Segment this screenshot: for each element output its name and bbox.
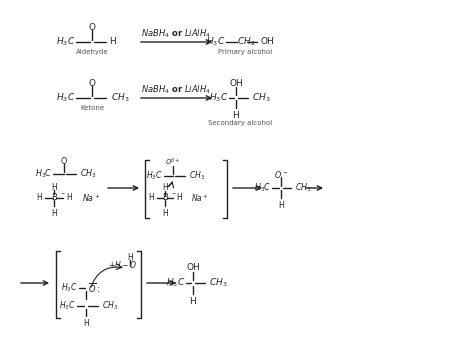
Text: $H_3C$: $H_3C$ [206, 36, 225, 48]
Text: $CH_3$: $CH_3$ [209, 277, 228, 289]
Text: $CH_3$: $CH_3$ [111, 92, 129, 104]
Text: OH: OH [229, 79, 243, 87]
Text: $+H-O$: $+H-O$ [108, 260, 137, 271]
Text: O: O [89, 23, 95, 32]
Text: H: H [233, 111, 239, 120]
Text: $H_3C$: $H_3C$ [166, 277, 185, 289]
Text: $Na^+$: $Na^+$ [191, 192, 209, 204]
Text: $H_3C$: $H_3C$ [209, 92, 228, 104]
Text: Primary alcohol: Primary alcohol [218, 49, 272, 55]
Text: $NaBH_4$ or $LiAlH_4$: $NaBH_4$ or $LiAlH_4$ [141, 28, 211, 40]
Text: H: H [66, 193, 72, 202]
Text: H: H [162, 209, 168, 218]
Text: $CH_3$: $CH_3$ [80, 168, 97, 180]
Text: OH: OH [261, 37, 275, 47]
Text: $NaBH_4$ or $LiAlH_4$: $NaBH_4$ or $LiAlH_4$ [141, 84, 211, 96]
Text: Ketone: Ketone [80, 105, 104, 111]
Text: B: B [162, 193, 168, 202]
Text: H: H [190, 297, 196, 306]
Text: Aldehyde: Aldehyde [76, 49, 109, 55]
Text: H: H [51, 209, 57, 218]
Text: H: H [36, 193, 42, 202]
Text: H: H [127, 252, 133, 261]
Text: H: H [83, 319, 89, 328]
Text: $O^-$: $O^-$ [274, 168, 288, 179]
Text: O: O [89, 79, 95, 87]
Text: H: H [51, 182, 57, 191]
Text: H: H [148, 193, 154, 202]
Text: $CH_3$: $CH_3$ [252, 92, 271, 104]
Text: $H_3C$: $H_3C$ [59, 300, 76, 312]
Text: $H_3C$: $H_3C$ [61, 282, 78, 294]
Text: H: H [162, 184, 168, 192]
Text: $H_3C$: $H_3C$ [56, 36, 75, 48]
Text: OH: OH [186, 263, 200, 272]
Text: H: H [109, 37, 116, 47]
Text: $Na^+$: $Na^+$ [82, 192, 100, 204]
Text: $H_3C$: $H_3C$ [35, 168, 52, 180]
Text: $CH_3$: $CH_3$ [102, 300, 118, 312]
Text: H: H [176, 193, 182, 202]
Text: $H_3C$: $H_3C$ [56, 92, 75, 104]
Text: $O^{\delta +}$: $O^{\delta +}$ [165, 156, 181, 168]
Text: $CH_3$: $CH_3$ [189, 170, 205, 182]
Text: $^-$: $^-$ [170, 191, 177, 197]
Text: $^-$: $^-$ [59, 191, 65, 197]
Text: $H_3C$: $H_3C$ [254, 182, 271, 194]
Text: $H_3C$: $H_3C$ [146, 170, 163, 182]
Text: B: B [51, 193, 57, 202]
Text: $\overline{O}:$: $\overline{O}:$ [88, 281, 100, 295]
Text: $CH_2$: $CH_2$ [237, 36, 255, 48]
Text: Secondary alcohol: Secondary alcohol [208, 120, 272, 126]
Text: O: O [61, 156, 67, 166]
Text: $CH_3$: $CH_3$ [295, 182, 312, 194]
Text: H: H [278, 201, 284, 210]
